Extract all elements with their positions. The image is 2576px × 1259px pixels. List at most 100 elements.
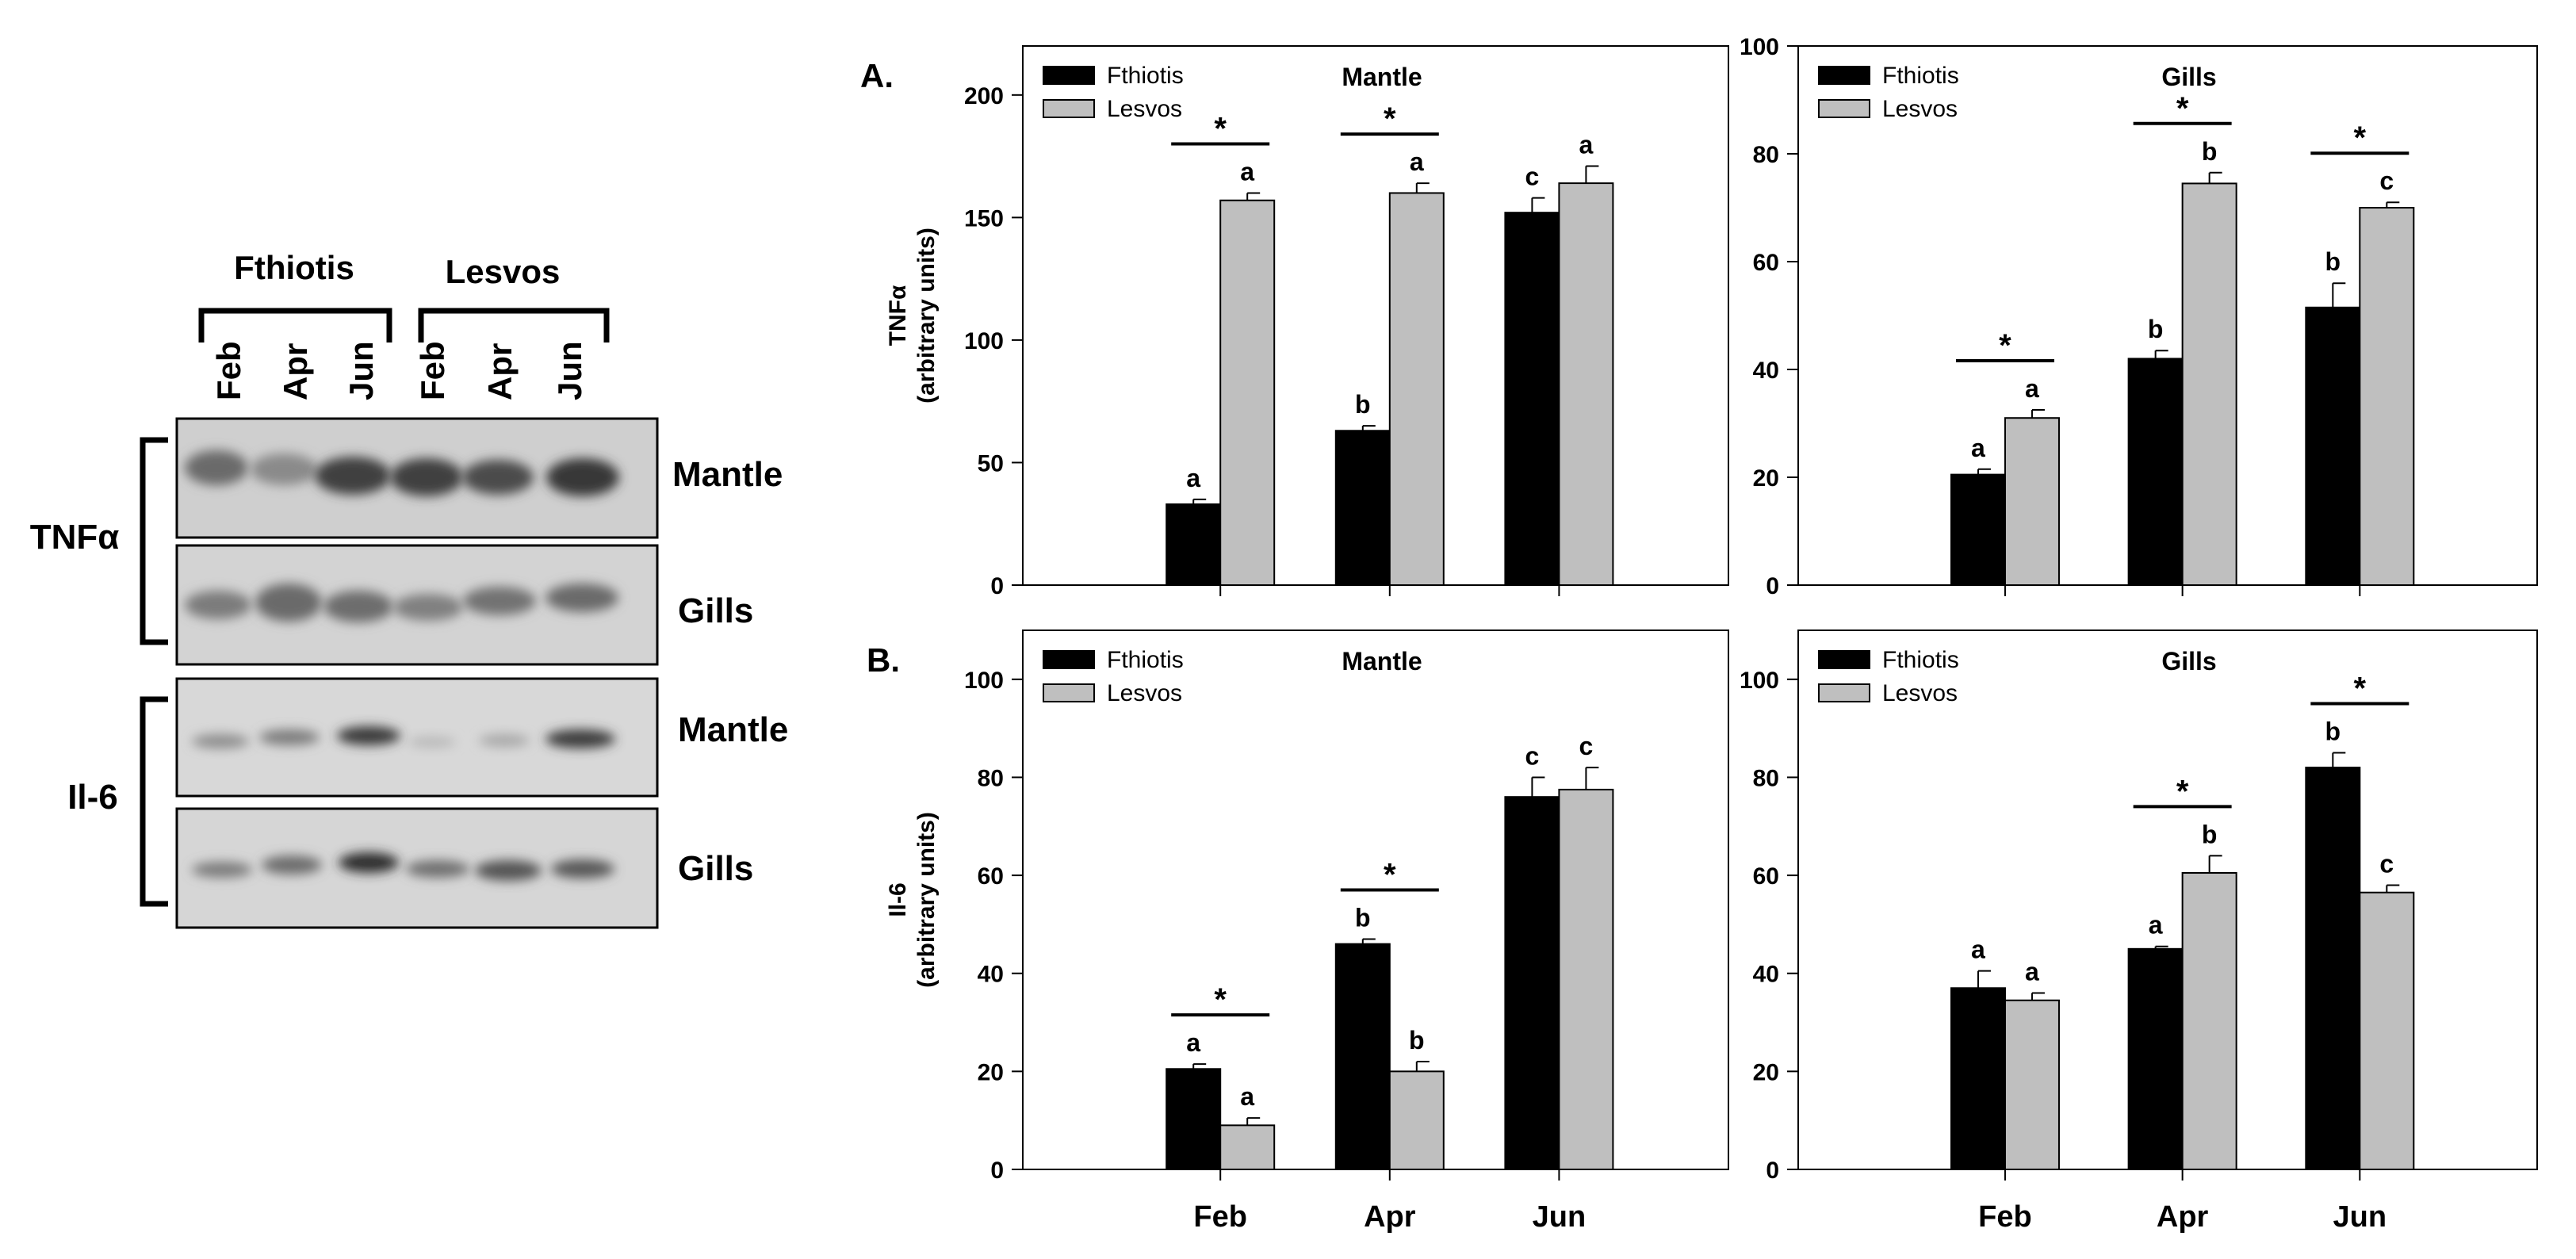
y-tick-label: 50 xyxy=(978,450,1004,476)
y-tick-label: 20 xyxy=(1753,1059,1779,1085)
bar-lesvos-apr xyxy=(2181,872,2237,1170)
y-tick-label: 80 xyxy=(1753,142,1779,168)
lane-labels: Feb Apr Jun Feb Apr Jun xyxy=(210,341,588,400)
y-axis-label-units: (arbitrary units) xyxy=(913,228,940,404)
legend-swatch xyxy=(1818,99,1870,118)
bar-lesvos-apr xyxy=(1388,192,1445,586)
significance-letter: c xyxy=(1579,732,1594,760)
panel-label: B. xyxy=(867,641,900,679)
blot-strip-tnfa-gills xyxy=(175,544,659,666)
western-blot: Fthiotis Lesvos Feb Apr Jun Feb Apr Jun xyxy=(30,249,788,929)
panel-label: A. xyxy=(860,57,894,94)
y-tick-label: 0 xyxy=(1766,1158,1779,1184)
x-tick-label: Feb xyxy=(1193,1200,1247,1234)
significance-letter: c xyxy=(1525,163,1540,191)
y-tick-label: 0 xyxy=(990,573,1004,599)
legend-label: Fthiotis xyxy=(1882,647,1959,673)
bar-lesvos-feb xyxy=(2004,999,2060,1171)
bar-lesvos-apr xyxy=(2181,182,2237,586)
bar-fthiotis-jun xyxy=(2305,306,2361,586)
y-tick-label: 60 xyxy=(978,863,1004,890)
y-tick-label: 150 xyxy=(964,205,1004,232)
bar-lesvos-feb xyxy=(2004,417,2060,587)
significance-letter: a xyxy=(1971,434,1985,462)
bar-lesvos-feb xyxy=(1219,199,1276,587)
legend-label: Lesvos xyxy=(1882,96,1958,122)
legend-swatch xyxy=(1818,683,1870,702)
significance-letter: c xyxy=(2379,166,2394,195)
group-label-fthiotis: Fthiotis xyxy=(234,249,354,286)
y-tick-label: 100 xyxy=(1740,668,1779,694)
bar-fthiotis-apr xyxy=(1334,430,1391,586)
significance-asterisk: * xyxy=(2354,672,2367,706)
significance-letter: b xyxy=(1355,903,1371,932)
tissue-label-gills: Gills xyxy=(678,849,753,888)
significance-asterisk: * xyxy=(2176,91,2189,126)
significance-letter: b xyxy=(1409,1026,1425,1054)
blot-strip-il6-gills xyxy=(175,807,659,929)
y-axis-label: TNFα xyxy=(885,285,911,346)
x-tick-label: Jun xyxy=(2333,1200,2387,1234)
blot-strip-il6-mantle xyxy=(175,677,659,798)
significance-letter: a xyxy=(1240,157,1254,186)
y-tick-label: 0 xyxy=(1766,573,1779,599)
significance-letter: b xyxy=(2202,820,2218,848)
y-tick-label: 100 xyxy=(1740,34,1779,60)
legend-label: Lesvos xyxy=(1107,96,1182,122)
bar-lesvos-apr xyxy=(1388,1070,1445,1171)
significance-letter: b xyxy=(2148,315,2164,343)
legend-label: Lesvos xyxy=(1107,680,1182,706)
significance-asterisk: * xyxy=(1214,982,1227,1017)
significance-letter: c xyxy=(2379,849,2394,878)
bar-fthiotis-apr xyxy=(2127,358,2184,586)
legend-swatch xyxy=(1043,683,1095,702)
significance-letter: b xyxy=(2202,137,2218,166)
chart-panel-1: 0 50 100 150 200 a b c a a a * * Fthiotis Lesvos Mantle… xyxy=(860,45,1729,599)
significance-letter: b xyxy=(2325,247,2341,276)
bar-fthiotis-jun xyxy=(1504,796,1560,1170)
significance-asterisk: * xyxy=(1384,101,1396,136)
bar-fthiotis-jun xyxy=(2305,767,2361,1170)
bar-lesvos-feb xyxy=(1219,1124,1276,1171)
y-tick-label: 40 xyxy=(1753,358,1779,384)
legend-swatch xyxy=(1043,66,1095,85)
y-tick-label: 60 xyxy=(1753,250,1779,276)
significance-letter: c xyxy=(1525,741,1540,770)
panel-title: Mantle xyxy=(1342,647,1422,675)
tissue-label-gills: Gills xyxy=(678,591,753,630)
y-axis-label-units: (arbitrary units) xyxy=(913,812,940,988)
legend-label: Fthiotis xyxy=(1882,63,1959,89)
y-tick-label: 20 xyxy=(978,1059,1004,1085)
significance-letter: a xyxy=(1971,936,1985,964)
y-tick-label: 60 xyxy=(1753,863,1779,890)
chart-panel-2: 0 20 40 60 80 100 a b b a b c * * * Fthiotis Lesvos Gills xyxy=(1740,34,2538,599)
bar-lesvos-jun xyxy=(1558,182,1614,586)
bar-lesvos-jun xyxy=(2359,891,2415,1171)
significance-letter: a xyxy=(2149,911,2163,939)
y-tick-label: 40 xyxy=(978,962,1004,988)
lane-label: Feb xyxy=(210,341,247,400)
blot-strip-tnfa-mantle xyxy=(175,417,659,539)
protein-label-tnfa: TNFα xyxy=(30,518,120,557)
significance-letter: a xyxy=(2025,957,2039,985)
y-tick-label: 100 xyxy=(964,668,1004,694)
bar-fthiotis-apr xyxy=(1334,943,1391,1170)
bar-lesvos-jun xyxy=(1558,788,1614,1171)
tissue-label-mantle: Mantle xyxy=(678,710,788,749)
group-bracket-lesvos xyxy=(418,308,610,342)
significance-letter: a xyxy=(1240,1082,1254,1111)
significance-letter: b xyxy=(2325,718,2341,746)
significance-asterisk: * xyxy=(1384,857,1396,892)
bar-fthiotis-feb xyxy=(1166,1068,1222,1170)
lane-label: Jun xyxy=(343,341,380,400)
significance-letter: a xyxy=(1186,464,1200,492)
panel-title: Gills xyxy=(2161,63,2216,91)
x-tick-label: Apr xyxy=(2157,1200,2209,1234)
y-tick-label: 80 xyxy=(1753,765,1779,791)
lane-label: Apr xyxy=(277,343,314,400)
significance-letter: b xyxy=(1355,390,1371,419)
legend-swatch xyxy=(1043,99,1095,118)
tissue-label-mantle: Mantle xyxy=(672,455,783,494)
